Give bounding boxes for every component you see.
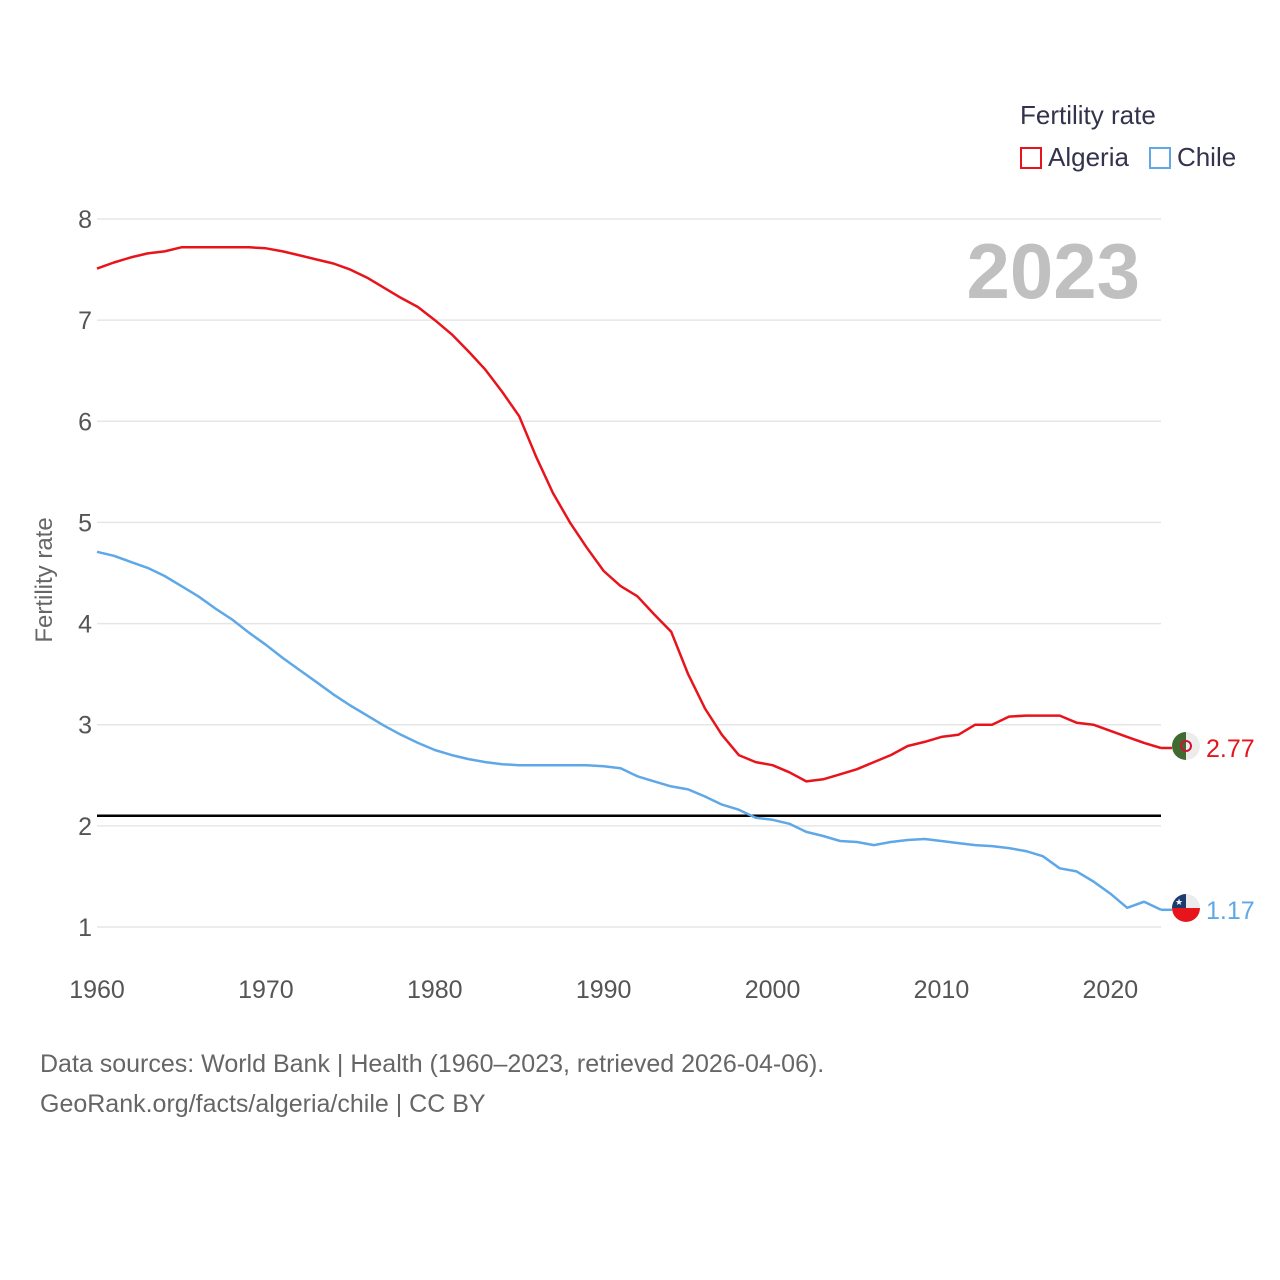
- y-tick-label: 8: [78, 206, 92, 234]
- svg-text:★: ★: [1175, 897, 1183, 907]
- y-tick-label: 4: [78, 611, 92, 639]
- data-sources: Data sources: World Bank | Health (1960–…: [40, 1044, 824, 1124]
- x-tick-label: 1990: [576, 976, 632, 1004]
- x-tick-label: 2020: [1083, 976, 1139, 1004]
- series-line-algeria[interactable]: [96, 246, 1162, 783]
- end-label-chile: 1.17: [1206, 897, 1255, 925]
- legend-label-chile: Chile: [1176, 142, 1237, 172]
- y-axis-label: Fertility rate: [31, 517, 58, 642]
- x-tick-label: 2010: [914, 976, 970, 1004]
- y-tick-label: 2: [78, 813, 92, 841]
- y-gridlines: [97, 218, 1161, 928]
- series-line-chile[interactable]: [96, 550, 1162, 911]
- chile-flag-icon: ★: [1172, 894, 1200, 922]
- legend-title: Fertility rate: [1020, 100, 1156, 130]
- series-lines: [96, 246, 1172, 912]
- sources-line: Data sources: World Bank | Health (1960–…: [40, 1050, 825, 1078]
- x-tick-labels: 1960 1970 1980 1990 2000 2010 2020: [69, 976, 1138, 1004]
- series-end-labels: 2.77 1.17: [1206, 735, 1255, 925]
- x-tick-label: 1970: [238, 976, 294, 1004]
- y-tick-label: 6: [78, 408, 92, 436]
- legend-label-algeria: Algeria: [1048, 142, 1129, 172]
- end-label-algeria: 2.77: [1206, 735, 1255, 763]
- year-watermark: 2023: [966, 227, 1140, 315]
- y-tick-label: 3: [78, 712, 92, 740]
- legend-swatch-algeria: [1020, 146, 1042, 169]
- y-tick-label: 1: [78, 914, 92, 942]
- legend: Algeria Chile: [1020, 142, 1256, 173]
- attribution-line[interactable]: GeoRank.org/facts/algeria/chile | CC BY: [40, 1090, 486, 1118]
- y-tick-labels: 1 2 3 4 5 6 7 8: [78, 206, 92, 942]
- x-tick-label: 1980: [407, 976, 463, 1004]
- legend-item-algeria[interactable]: Algeria: [1020, 142, 1129, 173]
- y-tick-label: 7: [78, 307, 92, 335]
- legend-swatch-chile: [1148, 146, 1171, 169]
- algeria-flag-icon: [1172, 732, 1200, 760]
- legend-item-chile[interactable]: Chile: [1148, 142, 1237, 173]
- x-tick-label: 1960: [69, 976, 125, 1004]
- x-tick-label: 2000: [745, 976, 801, 1004]
- y-tick-label: 5: [78, 509, 92, 537]
